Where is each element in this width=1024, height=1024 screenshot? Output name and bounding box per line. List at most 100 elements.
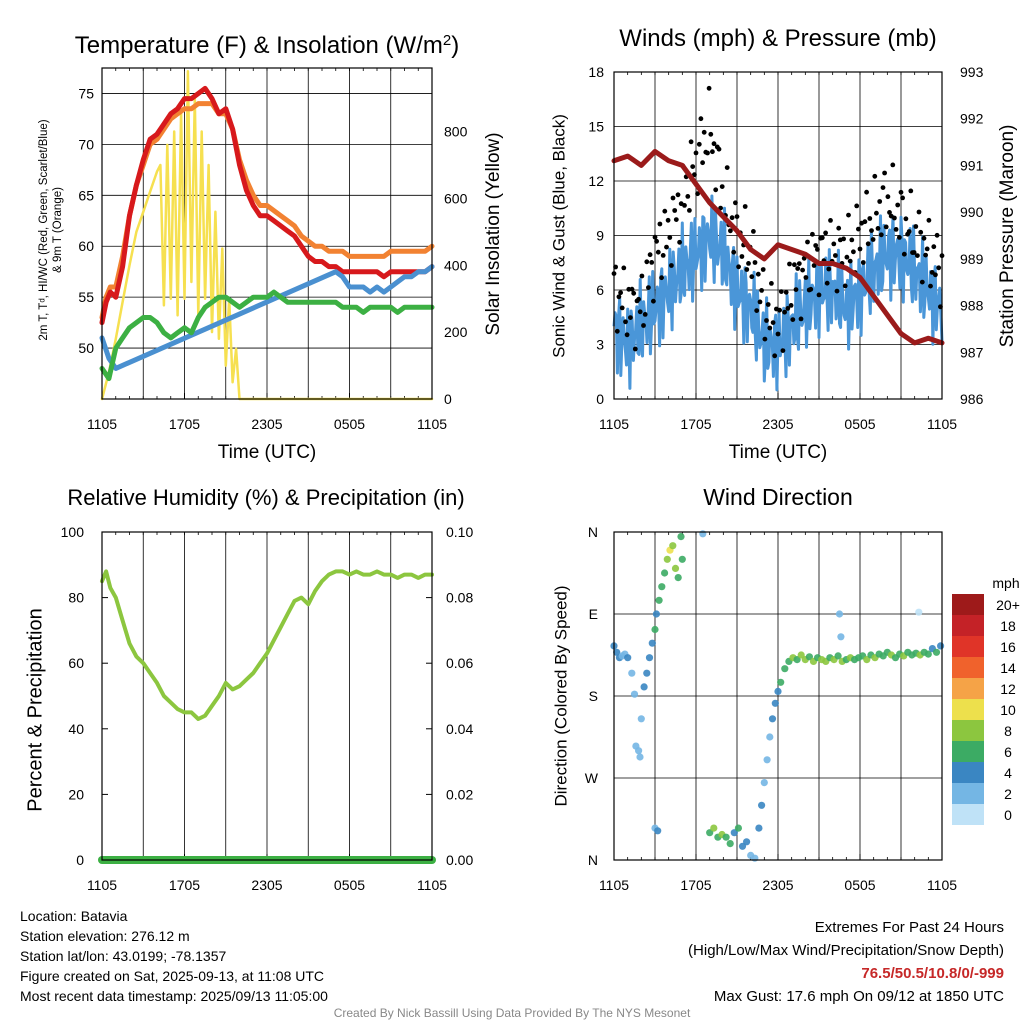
wind-gust-point xyxy=(836,225,842,231)
wind-gust-point xyxy=(733,200,738,206)
wind-gust-point xyxy=(631,290,637,296)
wdir-point xyxy=(726,840,734,848)
wind-gust-point xyxy=(621,265,627,271)
wind-gust-point xyxy=(851,249,856,255)
wind-gust-point xyxy=(824,280,830,286)
wdir-legend-label: 6 xyxy=(1004,744,1012,760)
wind-gust-point xyxy=(632,346,638,352)
wind-gust-point xyxy=(623,319,628,325)
wind-gust-point xyxy=(754,308,760,313)
wind-gust-point xyxy=(664,244,669,250)
wind-gust-point xyxy=(652,234,658,240)
rh-xtick-label: 1105 xyxy=(417,877,447,893)
wind-gust-point xyxy=(755,271,761,277)
wdir-xtick-label: 1705 xyxy=(680,877,711,893)
wind-gust-point xyxy=(856,226,861,232)
wdir-point xyxy=(635,747,643,755)
wind-gust-point xyxy=(659,275,664,281)
wdir-point xyxy=(613,648,621,656)
wdir-point xyxy=(777,678,785,686)
rh-xtick-label: 0505 xyxy=(334,877,365,893)
temp-ytick2-label: 600 xyxy=(444,190,468,206)
wind-gust-point xyxy=(846,212,851,218)
wind-ytick2-label: 986 xyxy=(960,391,984,407)
wdir-legend-label: 2 xyxy=(1004,786,1012,802)
wdir-point xyxy=(674,574,682,582)
wind-gust-point xyxy=(637,309,643,315)
wdir-ylabel: Direction (Colored By Speed) xyxy=(551,585,570,806)
wind-ytick-label: 6 xyxy=(596,282,604,298)
temp-xtick-label: 1105 xyxy=(87,416,117,432)
wind-gust-point xyxy=(877,199,883,204)
wind-gust-point xyxy=(783,289,789,295)
wind-gust-point xyxy=(785,306,791,311)
rh-frame xyxy=(101,531,433,861)
temp-title-end: ) xyxy=(451,32,459,59)
wind-gust-point xyxy=(926,217,932,223)
wdir-point xyxy=(774,687,782,696)
temp-ytick2-label: 0 xyxy=(444,391,452,407)
temp-ytick-label: 60 xyxy=(78,238,94,254)
wind-ytick-label: 15 xyxy=(588,119,604,135)
wind-gust-point xyxy=(798,316,804,322)
rh-title: Relative Humidity (%) & Precipitation (i… xyxy=(67,485,464,510)
wdir-xtick-label: 1105 xyxy=(599,877,629,893)
rh-ytick2-label: 0.04 xyxy=(446,721,473,737)
wdir-point xyxy=(677,533,685,541)
temp-title-sup: 2 xyxy=(443,32,451,49)
wind-gust-point xyxy=(770,320,776,325)
wind-gust-point xyxy=(810,231,815,237)
wind-gust-point xyxy=(849,237,855,243)
wdir-point xyxy=(835,610,844,618)
wind-gust-point xyxy=(705,150,710,156)
wdir-point xyxy=(669,542,677,550)
wind-gust-point xyxy=(908,188,914,194)
wind-gust-point xyxy=(833,253,838,258)
footer-location: Location: Batavia xyxy=(20,908,128,924)
wdir-point xyxy=(793,656,801,664)
wind-gust-point xyxy=(913,224,919,229)
wind-gust-point xyxy=(923,252,928,258)
wind-gust-point xyxy=(872,173,878,179)
wind-gust-point xyxy=(708,131,714,137)
temp-ytick-label: 50 xyxy=(78,340,94,356)
temp-ylabel-line2: & 9m T (Orange) xyxy=(52,187,64,273)
wind-xtick-label: 1105 xyxy=(927,416,957,432)
wind-gust-point xyxy=(765,302,771,307)
wind-gust-point xyxy=(744,267,750,272)
temp-ytick2-label: 800 xyxy=(444,124,468,140)
wind-ytick-label: 0 xyxy=(596,391,604,407)
temp-series-temp xyxy=(99,85,435,326)
wdir-legend-label: 10 xyxy=(1000,702,1016,718)
wind-gust-point xyxy=(808,286,814,292)
wind-gust-point xyxy=(749,274,755,280)
wind-gust-point xyxy=(916,209,922,215)
wdir-point xyxy=(915,608,923,616)
wind-gust-point xyxy=(641,323,646,328)
wind-gust-point xyxy=(903,216,909,222)
wdir-point xyxy=(937,642,945,650)
wind-gust-point xyxy=(698,116,704,122)
wind-gust-point xyxy=(844,254,850,260)
wind-gust-point xyxy=(782,309,787,315)
wind-ytick2-label: 988 xyxy=(960,298,984,314)
credit-line: Created By Nick Bassill Using Data Provi… xyxy=(333,1006,691,1020)
max-gust: Max Gust: 17.6 mph On 09/12 at 1850 UTC xyxy=(713,988,1004,1005)
wind-gust-point xyxy=(696,141,702,147)
wind-gust-point xyxy=(687,208,692,213)
wind-gust-point xyxy=(898,189,904,195)
rh-ytick-label: 20 xyxy=(68,786,84,802)
temp-xtick-label: 2305 xyxy=(251,416,282,432)
wind-gust-point xyxy=(772,353,778,359)
temp-xtick-label: 0505 xyxy=(334,416,365,432)
wind-gust-point xyxy=(854,203,860,209)
wind-gust-point xyxy=(767,325,773,331)
wind-gust-point xyxy=(644,259,650,265)
wind-gust-point xyxy=(760,267,766,272)
wdir-points xyxy=(610,530,945,862)
wind-ylabel2: Station Pressure (Maroon) xyxy=(997,125,1018,348)
wind-gust-point xyxy=(700,160,705,166)
wdir-legend-label: 18 xyxy=(1000,618,1016,634)
wdir-point xyxy=(658,583,666,591)
wdir-ytick-label: N xyxy=(588,524,598,540)
